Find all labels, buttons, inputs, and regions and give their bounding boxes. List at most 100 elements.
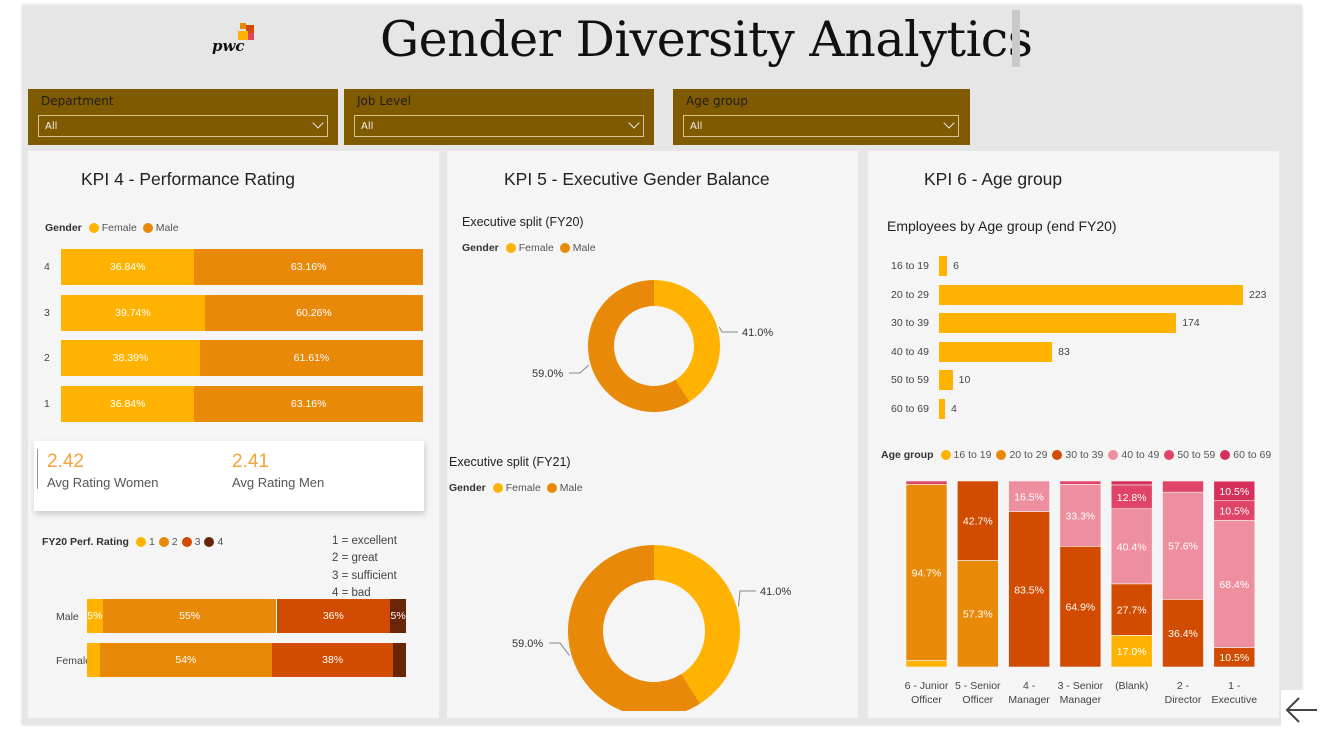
age-legend-dot xyxy=(1220,450,1231,460)
perf-row-label: Female xyxy=(56,655,92,667)
title-cursor xyxy=(1012,10,1020,67)
age-legend-dot xyxy=(1108,450,1119,460)
stack-data-label: 36.4% xyxy=(1168,628,1198,640)
perf-bar-segment: 36% xyxy=(276,599,391,633)
stack-data-label: 57.6% xyxy=(1168,541,1198,553)
stack-segment xyxy=(905,480,948,485)
category-tick-label: Officer xyxy=(911,694,942,706)
logo-text: pwc xyxy=(212,37,245,55)
female-legend-dot xyxy=(492,483,503,493)
department-dropdown[interactable]: All xyxy=(38,115,328,137)
age-bar-label: 50 to 59 xyxy=(891,374,929,386)
age-legend-dot xyxy=(1164,450,1175,460)
avg-rating-card: 2.42 Avg Rating Women 2.41 Avg Rating Me… xyxy=(34,441,424,511)
legend-female: Female xyxy=(101,222,137,234)
male-leader-line xyxy=(549,642,570,656)
age-bar xyxy=(939,398,945,419)
job-level-slicer[interactable]: Job Level All xyxy=(344,89,654,145)
pwc-logo: pwc xyxy=(210,23,260,59)
age-legend-dot xyxy=(996,450,1007,460)
stack-data-label: 10.5% xyxy=(1219,486,1249,498)
age-legend-label: 60 to 69 xyxy=(1233,449,1272,461)
age-bar-label: 16 to 19 xyxy=(891,260,929,272)
perf-bar-segment: 38% xyxy=(272,643,394,677)
fy20-donut-title: Executive split (FY20) xyxy=(462,215,584,229)
female-bar-segment: 36.84% xyxy=(61,385,195,422)
female-bar-segment: 36.84% xyxy=(61,249,195,285)
kpi5-title: KPI 5 - Executive Gender Balance xyxy=(504,169,770,189)
age-legend-label: 50 to 59 xyxy=(1177,449,1216,461)
age-legend-label: 20 to 29 xyxy=(1009,449,1048,461)
age-bar-title: Employees by Age group (end FY20) xyxy=(887,218,1117,234)
stack-data-label: 68.4% xyxy=(1219,579,1249,591)
scale-note-1: 1 = excellent xyxy=(332,535,397,547)
rating-row-label: 2 xyxy=(44,352,50,364)
male-legend-dot xyxy=(546,483,557,493)
male-slice xyxy=(568,545,701,711)
age-bar-value: 6 xyxy=(953,260,960,272)
job-level-dropdown[interactable]: All xyxy=(354,115,644,137)
age-group-slicer[interactable]: Age group All xyxy=(673,89,970,145)
age-bar-label: 30 to 39 xyxy=(891,317,929,329)
stack-segment xyxy=(1008,480,1050,512)
legend-title: Gender xyxy=(449,482,486,494)
department-slicer[interactable]: Department All xyxy=(28,89,338,145)
stack-segment xyxy=(1059,484,1102,547)
stack-data-label: 33.3% xyxy=(1066,510,1096,522)
stack-segment xyxy=(1059,480,1102,485)
age-bar xyxy=(939,313,1177,333)
stack-data-label: 57.3% xyxy=(963,609,993,621)
perf-bar-segment: 54% xyxy=(99,643,272,677)
perf-bar-segment: 5% xyxy=(390,599,406,633)
stack-data-label: 42.7% xyxy=(963,516,993,528)
stack-data-label: 16.5% xyxy=(1014,491,1044,503)
stack-segment xyxy=(1110,635,1153,668)
category-tick-label: Manager xyxy=(1060,694,1102,706)
job-level-slicer-label: Job Level xyxy=(357,94,411,108)
male-slice xyxy=(588,280,690,412)
category-tick-label: Manager xyxy=(1008,694,1050,706)
age-legend-dot xyxy=(1052,450,1063,460)
employees-by-age-chart: 16 to 19 6 20 to 29 223 30 to 39 174 40 to 49 8… xyxy=(868,256,1279,426)
age-bar xyxy=(939,370,953,390)
rating4-dot xyxy=(204,537,215,547)
age-legend-label: 30 to 39 xyxy=(1065,449,1104,461)
report-canvas: pwc Gender Diversity Analytics Departmen… xyxy=(22,5,1323,730)
age-bar xyxy=(939,256,948,276)
age-bar-value: 223 xyxy=(1249,288,1267,301)
category-tick-label: (Blank) xyxy=(1115,680,1148,692)
stack-segment xyxy=(1213,480,1256,502)
fy21-donut-title: Executive split (FY21) xyxy=(449,455,571,469)
male-legend-dot xyxy=(559,243,570,253)
avg-rating-women-label: Avg Rating Women xyxy=(47,475,159,490)
male-bar-segment: 61.61% xyxy=(199,340,423,376)
stack-segment xyxy=(905,660,948,668)
stack-data-label: 27.7% xyxy=(1117,605,1147,617)
rating-row-label: 4 xyxy=(44,261,50,273)
category-tick-label: 2 - xyxy=(1177,680,1190,692)
kpi4-title: KPI 4 - Performance Rating xyxy=(81,169,295,189)
department-slicer-label: Department xyxy=(41,94,114,108)
age-group-dropdown[interactable]: All xyxy=(683,115,959,137)
stack-legend-title: Age group xyxy=(881,449,934,461)
kpi4-gender-legend: Gender Female Male xyxy=(45,222,179,234)
fy20-executive-donut: 41.0% 59.0% xyxy=(532,280,773,412)
age-bar xyxy=(939,284,1243,305)
female-bar-segment: 39.74% xyxy=(61,294,205,331)
age-bar-value: 174 xyxy=(1182,317,1200,329)
kpi6-title: KPI 6 - Age group xyxy=(924,169,1063,189)
stack-segment xyxy=(1162,491,1204,600)
stack-data-label: 12.8% xyxy=(1117,492,1147,504)
age-bar-label: 20 to 29 xyxy=(891,288,929,301)
male-pct-label: 59.0% xyxy=(512,638,543,650)
back-button[interactable] xyxy=(1281,690,1323,730)
legend-female: Female xyxy=(518,242,554,254)
category-tick-label: 1 - xyxy=(1228,680,1241,692)
legend-title: Gender xyxy=(45,222,82,234)
fy21-gender-legend: Gender Female Male xyxy=(449,482,583,494)
rating2-dot xyxy=(158,537,169,547)
female-pct-label: 41.0% xyxy=(760,586,791,598)
male-bar-segment: 63.16% xyxy=(194,385,423,422)
page-title: Gender Diversity Analytics xyxy=(380,11,1033,68)
perf-bar-segment xyxy=(87,643,100,677)
